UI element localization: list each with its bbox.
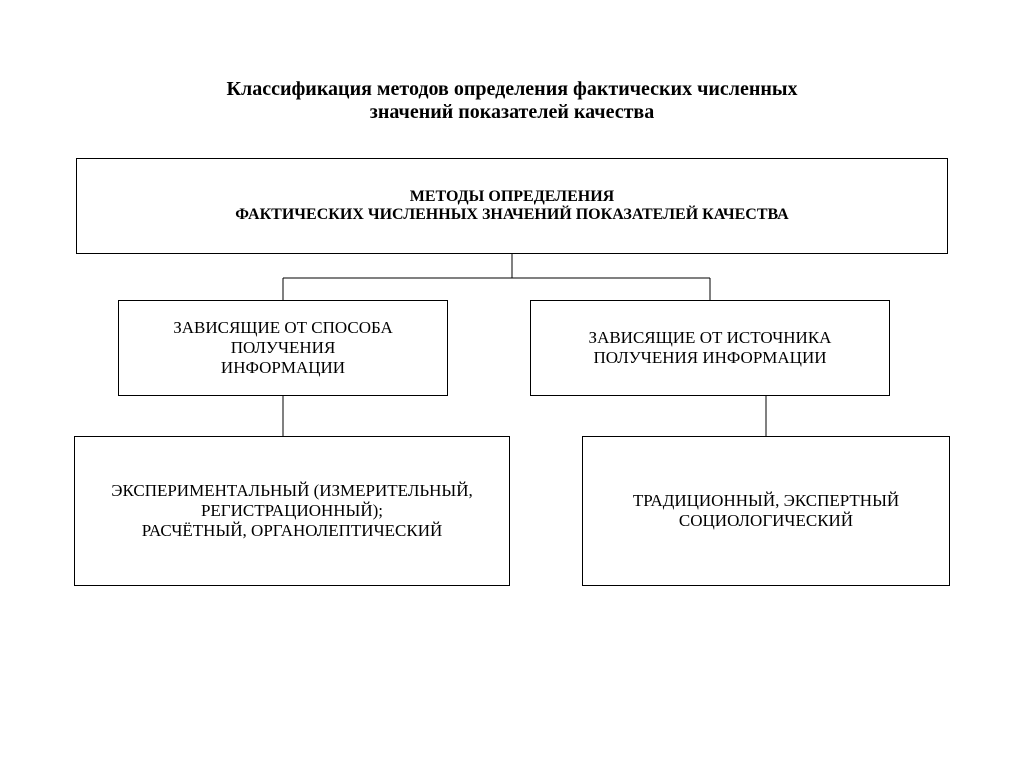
node-root: МЕТОДЫ ОПРЕДЕЛЕНИЯ ФАКТИЧЕСКИХ ЧИСЛЕННЫХ… bbox=[76, 158, 948, 254]
diagram-canvas: Классификация методов определения фактич… bbox=[0, 0, 1024, 768]
diagram-title: Классификация методов определения фактич… bbox=[150, 78, 874, 124]
node-left-category: ЗАВИСЯЩИЕ ОТ СПОСОБА ПОЛУЧЕНИЯ ИНФОРМАЦИ… bbox=[118, 300, 448, 396]
node-right-category: ЗАВИСЯЩИЕ ОТ ИСТОЧНИКА ПОЛУЧЕНИЯ ИНФОРМА… bbox=[530, 300, 890, 396]
node-left-leaf: ЭКСПЕРИМЕНТАЛЬНЫЙ (ИЗМЕРИТЕЛЬНЫЙ, РЕГИСТ… bbox=[74, 436, 510, 586]
node-right-leaf: ТРАДИЦИОННЫЙ, ЭКСПЕРТНЫЙ СОЦИОЛОГИЧЕСКИЙ bbox=[582, 436, 950, 586]
